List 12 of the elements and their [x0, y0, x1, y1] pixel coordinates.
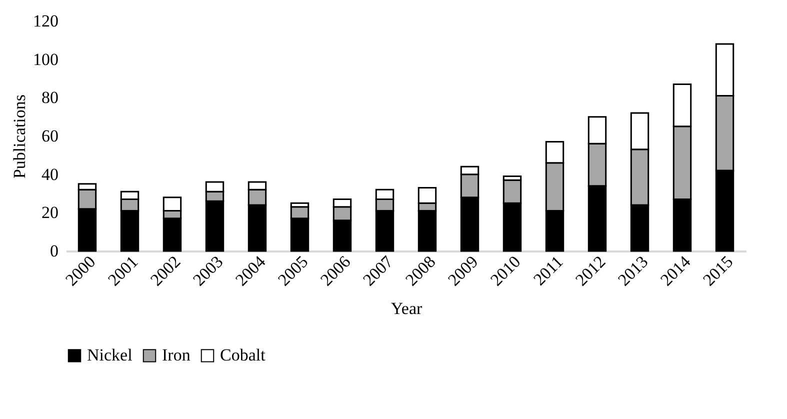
- legend-label: Cobalt: [220, 346, 266, 365]
- legend-label: Nickel: [87, 346, 133, 365]
- y-tick-label: 20: [42, 203, 58, 222]
- y-axis-title: Publications: [10, 94, 29, 179]
- y-tick-label: 100: [33, 50, 58, 69]
- y-tick-label: 40: [42, 164, 58, 184]
- x-axis-title: Year: [390, 298, 422, 318]
- y-tick-label: 120: [33, 12, 58, 30]
- legend-label: Iron: [162, 346, 191, 365]
- y-tick-label: 60: [42, 126, 58, 146]
- y-tick-label: 80: [42, 88, 58, 108]
- y-tick-label: 0: [50, 242, 58, 260]
